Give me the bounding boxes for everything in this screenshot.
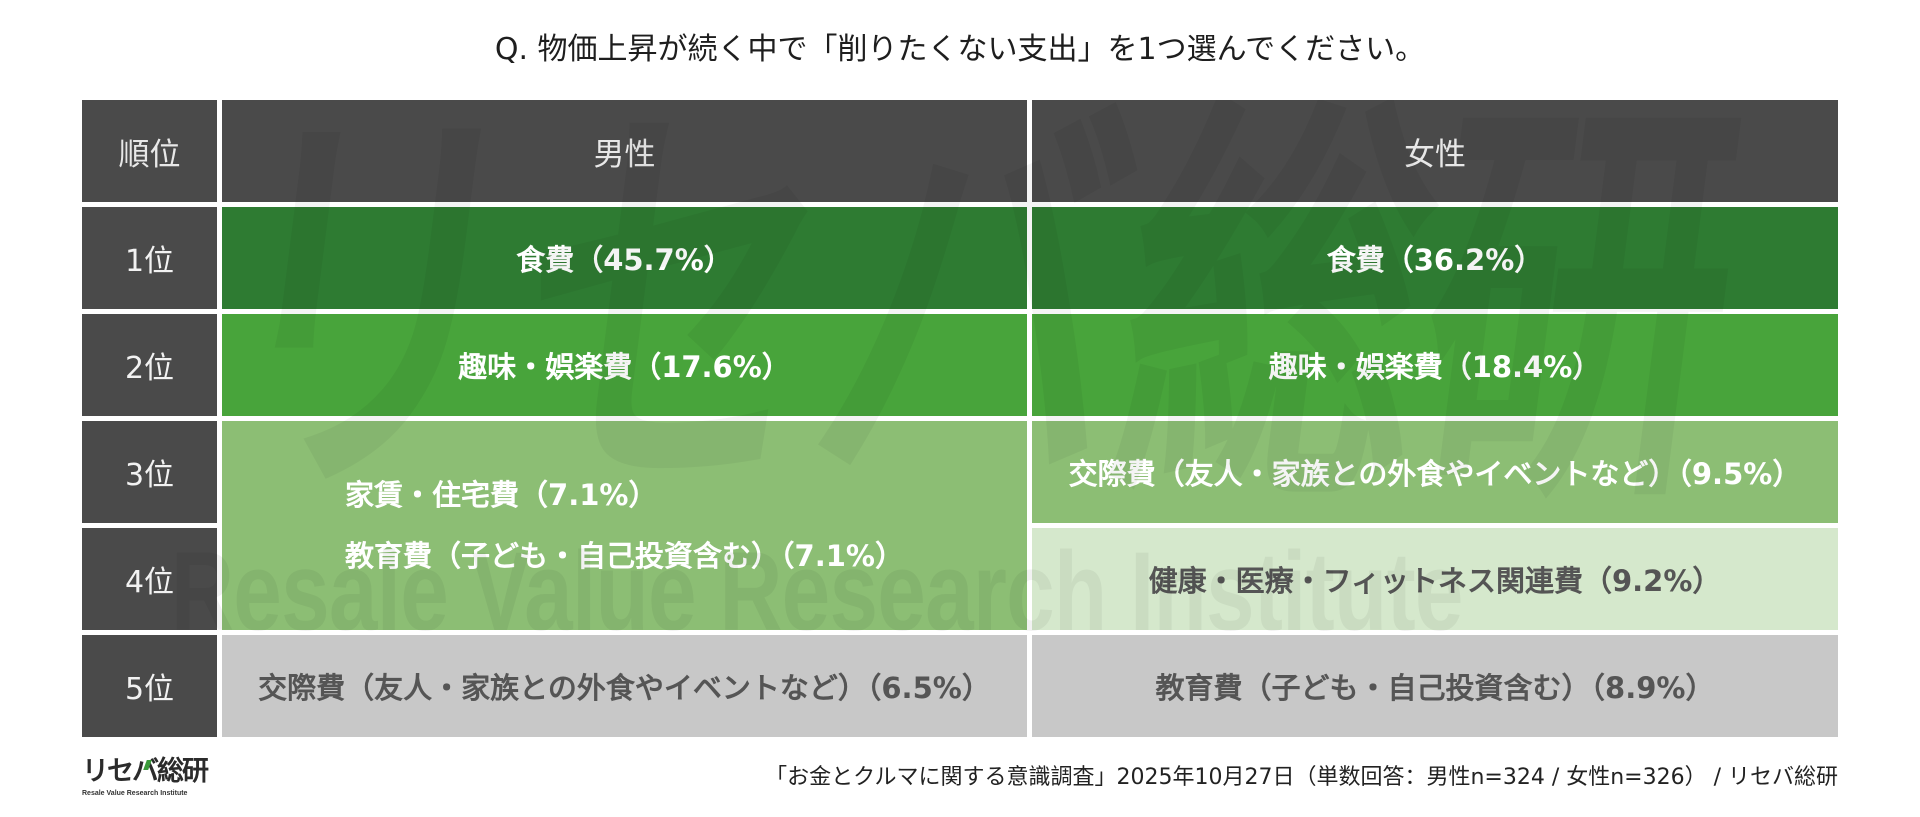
header-female: 女性: [1032, 100, 1838, 202]
female-rank-5-cell: 教育費（子ども・自己投資含む）（8.9%）: [1032, 635, 1838, 737]
female-rank-1-cell: 食費（36.2%）: [1032, 207, 1838, 309]
male-tied-list: 家賃・住宅費（7.1%） 教育費（子ども・自己投資含む）（7.1%）: [345, 465, 904, 587]
female-rank-3-cell: 交際費（友人・家族との外食やイベントなど）（9.5%）: [1032, 421, 1838, 523]
brand-logo: リセバ総研 Resale Value Research Institute: [82, 757, 212, 801]
brand-logo-name: リセバ総研: [82, 756, 209, 787]
brand-logo-tagline: Resale Value Research Institute: [82, 790, 188, 797]
male-tied-item-2: 教育費（子ども・自己投資含む）（7.1%）: [345, 538, 904, 573]
rank-label-5: 5位: [82, 635, 217, 737]
ranking-table: 順位 男性 女性 1位 食費（45.7%） 食費（36.2%） 2位 趣味・娯楽…: [82, 100, 1838, 737]
male-rank-3-4-tied-cell: 家賃・住宅費（7.1%） 教育費（子ども・自己投資含む）（7.1%）: [222, 421, 1027, 630]
source-note: 「お金とクルマに関する意識調査」2025年10月27日（単数回答：男性n=324…: [765, 765, 1838, 790]
rank-label-1: 1位: [82, 207, 217, 309]
female-rank-4-cell: 健康・医療・フィットネス関連費（9.2%）: [1032, 528, 1838, 630]
rank-label-4: 4位: [82, 528, 217, 630]
brand-logo-text: リセバ総研: [82, 757, 212, 787]
header-male: 男性: [222, 100, 1027, 202]
rank-label-2: 2位: [82, 314, 217, 416]
male-rank-5-cell: 交際費（友人・家族との外食やイベントなど）（6.5%）: [222, 635, 1027, 737]
male-tied-item-1: 家賃・住宅費（7.1%）: [345, 477, 658, 512]
female-rank-2-cell: 趣味・娯楽費（18.4%）: [1032, 314, 1838, 416]
male-rank-2-cell: 趣味・娯楽費（17.6%）: [222, 314, 1027, 416]
header-rank: 順位: [82, 100, 217, 202]
male-rank-1-cell: 食費（45.7%）: [222, 207, 1027, 309]
rank-label-3: 3位: [82, 421, 217, 523]
question-title: Q. 物価上昇が続く中で「削りたくない支出」を1つ選んでください。: [494, 32, 1426, 67]
